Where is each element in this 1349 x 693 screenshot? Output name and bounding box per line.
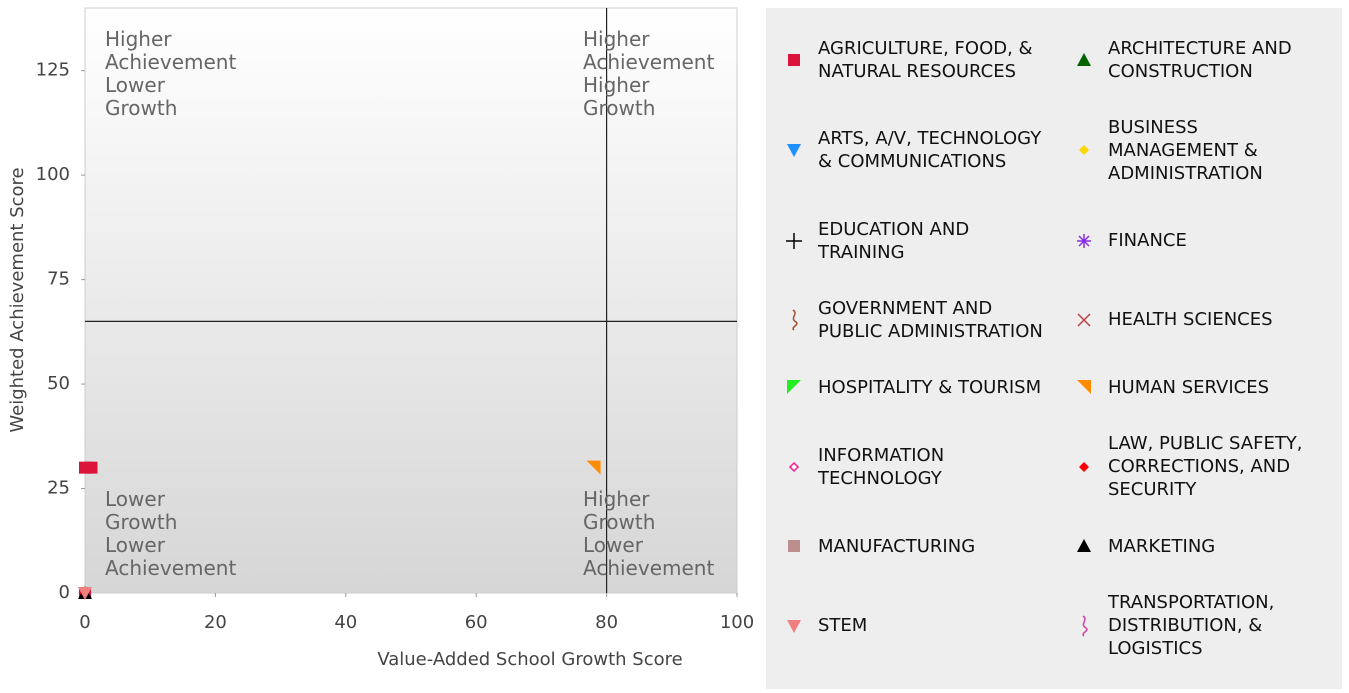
quadrant-label: Higher Growth Lower Achievement <box>583 487 714 580</box>
legend-item: FINANCE <box>1056 214 1342 268</box>
legend-marker <box>787 144 801 158</box>
legend-symbol <box>1077 539 1091 553</box>
data-point <box>78 587 92 600</box>
legend-item: MANUFACTURING <box>766 530 1056 562</box>
legend-label: ARCHITECTURE AND CONSTRUCTION <box>1108 37 1292 82</box>
legend-symbol <box>788 461 800 472</box>
plot-area <box>84 7 738 594</box>
legend-marker <box>1079 461 1089 472</box>
legend-item: STEM <box>766 587 1056 664</box>
quadrant-label: Higher Achievement Higher Growth <box>583 27 714 120</box>
quadrant-label: Higher Achievement Lower Growth <box>105 27 236 120</box>
legend-symbol <box>788 53 800 66</box>
legend-item: ARCHITECTURE AND CONSTRUCTION <box>1056 33 1342 87</box>
legend-symbol <box>792 308 798 331</box>
y-tick-label: 50 <box>47 373 70 394</box>
y-tick-label: 100 <box>36 164 70 185</box>
legend-symbol <box>1079 461 1089 472</box>
legend-marker <box>1077 52 1091 66</box>
legend-label: GOVERNMENT AND PUBLIC ADMINISTRATION <box>818 297 1043 342</box>
legend-symbol <box>786 232 802 249</box>
y-tick-label: 75 <box>47 269 70 290</box>
legend-item: LAW, PUBLIC SAFETY, CORRECTIONS, AND SEC… <box>1056 428 1342 505</box>
legend-item: HEALTH SCIENCES <box>1056 293 1342 347</box>
legend-label: TRANSPORTATION, DISTRIBUTION, & LOGISTIC… <box>1108 592 1275 659</box>
legend-symbol <box>1077 52 1091 66</box>
x-tick-label: 80 <box>595 612 618 633</box>
chart: Value-Added School Growth Score Weighted… <box>7 7 754 670</box>
y-tick-label: 0 <box>59 582 70 603</box>
legend: AGRICULTURE, FOOD, & NATURAL RESOURCES AR… <box>766 8 1342 689</box>
legend-item: INFORMATION TECHNOLOGY <box>766 428 1056 505</box>
legend-item: ARTS, A/V, TECHNOLOGY & COMMUNICATIONS <box>766 112 1056 189</box>
legend-item: BUSINESS MANAGEMENT & ADMINISTRATION <box>1056 112 1342 189</box>
legend-marker <box>788 540 800 553</box>
legend-label: MANUFACTURING <box>818 535 976 557</box>
y-tick-label: 25 <box>47 478 70 499</box>
legend-marker <box>787 619 801 633</box>
x-tick-label: 20 <box>204 612 227 633</box>
legend-label: FINANCE <box>1108 230 1187 252</box>
legend-marker <box>786 232 802 249</box>
legend-label: EDUCATION AND TRAINING <box>818 218 970 263</box>
legend-symbol <box>1082 614 1088 637</box>
y-tick-label: 125 <box>36 60 70 81</box>
legend-symbol <box>1077 233 1091 248</box>
x-tick-label: 0 <box>79 612 90 633</box>
legend-item: HOSPITALITY & TOURISM <box>766 371 1056 403</box>
legend-marker <box>1077 380 1091 395</box>
legend-label: HEALTH SCIENCES <box>1108 309 1273 330</box>
legend-symbol <box>1079 145 1089 156</box>
legend-marker <box>1082 614 1088 637</box>
legend-symbol <box>1077 312 1091 327</box>
legend-item: AGRICULTURE, FOOD, & NATURAL RESOURCES <box>766 33 1056 87</box>
legend-symbol <box>787 144 801 158</box>
legend-marker <box>787 380 801 395</box>
legend-item: EDUCATION AND TRAINING <box>766 214 1056 268</box>
legend-label: AGRICULTURE, FOOD, & NATURAL RESOURCES <box>818 37 1033 82</box>
legend-label: LAW, PUBLIC SAFETY, CORRECTIONS, AND SEC… <box>1108 433 1303 501</box>
legend-symbol <box>787 619 801 633</box>
legend-label: ARTS, A/V, TECHNOLOGY & COMMUNICATIONS <box>818 128 1042 173</box>
quadrant-label: Lower Growth Lower Achievement <box>105 487 236 580</box>
legend-item: MARKETING <box>1056 530 1342 562</box>
legend-marker <box>1077 233 1091 248</box>
legend-marker <box>788 461 800 472</box>
legend-label: INFORMATION TECHNOLOGY <box>818 444 945 489</box>
legend-item: TRANSPORTATION, DISTRIBUTION, & LOGISTIC… <box>1056 587 1342 664</box>
x-axis-label: Value-Added School Growth Score <box>377 649 682 670</box>
legend-item: HUMAN SERVICES <box>1056 371 1342 403</box>
data-point <box>586 460 601 475</box>
legend-item: GOVERNMENT AND PUBLIC ADMINISTRATION <box>766 293 1056 347</box>
legend-label: MARKETING <box>1108 535 1216 557</box>
legend-marker <box>1079 145 1089 156</box>
legend-marker <box>1077 539 1091 553</box>
legend-label: HOSPITALITY & TOURISM <box>818 376 1042 398</box>
legend-symbol <box>787 380 801 395</box>
x-tick-label: 40 <box>334 612 357 633</box>
legend-marker <box>792 308 798 331</box>
legend-marker <box>1077 312 1091 327</box>
legend-label: HUMAN SERVICES <box>1108 376 1270 398</box>
x-tick-label: 60 <box>465 612 488 633</box>
y-axis-label: Weighted Achievement Score <box>7 167 28 432</box>
x-tick-label: 100 <box>720 612 754 633</box>
data-point <box>85 461 98 474</box>
legend-marker <box>788 53 800 66</box>
legend-symbol <box>788 540 800 553</box>
legend-label: BUSINESS MANAGEMENT & ADMINISTRATION <box>1108 116 1263 184</box>
legend-label: STEM <box>818 615 868 636</box>
legend-symbol <box>1077 380 1091 395</box>
